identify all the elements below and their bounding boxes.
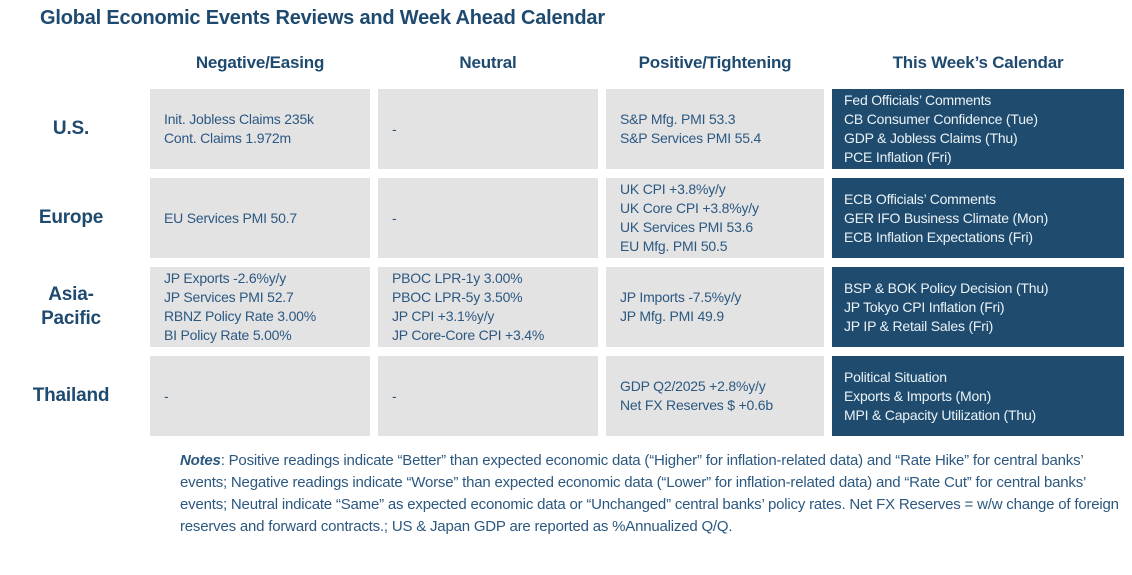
row-label-us: U.S. — [52, 118, 90, 140]
cell-thailand-positive: GDP Q2/2025 +2.8%y/y Net FX Reserves $ +0… — [606, 356, 824, 436]
row-label-asia-pacific: Asia- Pacific — [41, 284, 101, 329]
row-label-europe: Europe — [38, 207, 104, 229]
cell-us-neutral: - — [378, 89, 598, 169]
cell-us-calendar: Fed Officials’ Comments CB Consumer Confi… — [832, 89, 1124, 169]
table-header-row: Negative/Easing Neutral Positive/Tighten… — [0, 48, 1124, 78]
cell-thailand-negative: - — [150, 356, 370, 436]
cell-europe-neutral: - — [378, 178, 598, 258]
cell-thailand-neutral: - — [378, 356, 598, 436]
notes-text: : Positive readings indicate “Better” th… — [180, 452, 1119, 535]
page-title: Global Economic Events Reviews and Week … — [40, 7, 605, 29]
column-header-neutral: Neutral — [459, 53, 517, 72]
cell-asia-pacific-neutral: PBOC LPR-1y 3.00% PBOC LPR-5y 3.50% JP CPI… — [378, 267, 598, 347]
cell-us-negative: Init. Jobless Claims 235k Cont. Claims 1.… — [150, 89, 370, 169]
table-body: U.S. Init. Jobless Claims 235k Cont. Clai… — [0, 89, 1124, 436]
cell-asia-pacific-negative: JP Exports -2.6%y/y JP Services PMI 52.7 R… — [150, 267, 370, 347]
cell-us-positive: S&P Mfg. PMI 53.3 S&P Services PMI 55.4 — [606, 89, 824, 169]
column-header-positive-tightening: Positive/Tightening — [638, 53, 792, 72]
cell-europe-positive: UK CPI +3.8%y/y UK Core CPI +3.8%y/y UK Se… — [606, 178, 824, 258]
notes: Notes: Positive readings indicate “Bette… — [180, 450, 1130, 538]
row-label-thailand: Thailand — [32, 385, 110, 407]
cell-europe-negative: EU Services PMI 50.7 — [150, 178, 370, 258]
header-corner-spacer — [0, 48, 142, 78]
column-header-negative-easing: Negative/Easing — [195, 53, 325, 72]
notes-label: Notes — [180, 452, 221, 469]
cell-asia-pacific-positive: JP Imports -7.5%y/y JP Mfg. PMI 49.9 — [606, 267, 824, 347]
cell-thailand-calendar: Political Situation Exports & Imports (Mo… — [832, 356, 1124, 436]
column-header-this-weeks-calendar: This Week’s Calendar — [892, 53, 1064, 72]
cell-europe-calendar: ECB Officials’ Comments GER IFO Business … — [832, 178, 1124, 258]
cell-asia-pacific-calendar: BSP & BOK Policy Decision (Thu) JP Tokyo … — [832, 267, 1124, 347]
